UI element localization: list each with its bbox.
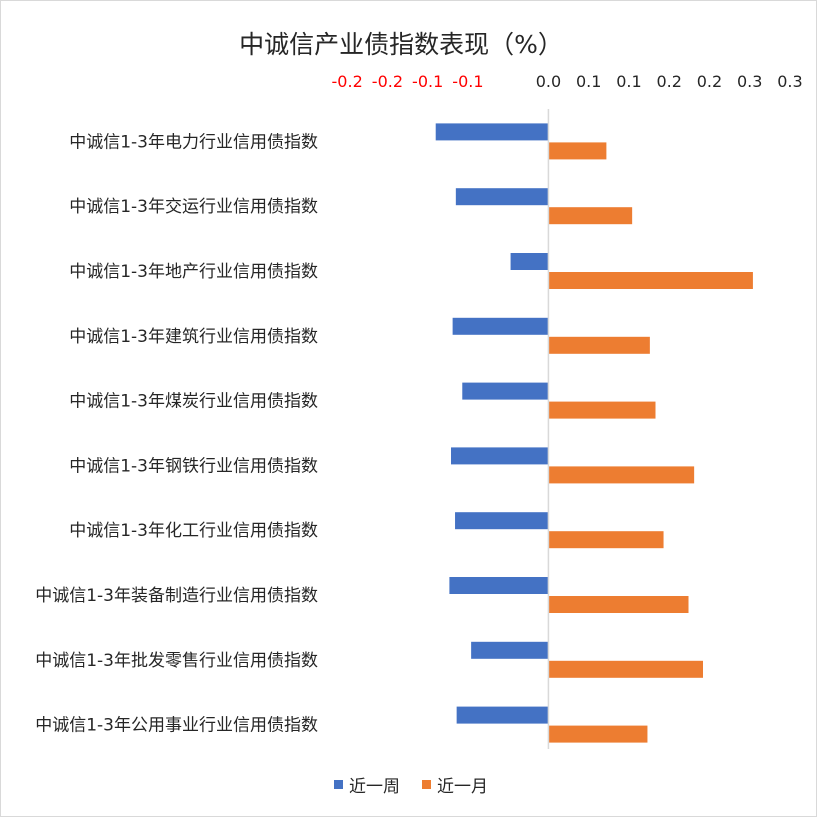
x-axis-ticks: -0.2 -0.2 -0.1 -0.1 0.0 0.1 0.1 0.2 0.2 0.3 0.3: [332, 72, 803, 91]
bar-week: [456, 706, 549, 724]
category-label: 中诚信1-3年电力行业信用债指数: [69, 132, 318, 152]
category-label: 中诚信1-3年钢铁行业信用债指数: [69, 456, 318, 476]
category-label: 中诚信1-3年煤炭行业信用债指数: [69, 392, 318, 412]
bar-month: [548, 336, 650, 354]
bar-month: [548, 596, 689, 613]
x-tick-label: 0.0: [536, 72, 561, 91]
x-tick-label: -0.1: [452, 72, 483, 91]
category-label: 中诚信1-3年公用事业行业信用债指数: [35, 716, 318, 736]
bar-month: [548, 207, 633, 225]
bar-week: [451, 447, 549, 465]
bar-month: [548, 466, 695, 484]
category-label: 中诚信1-3年化工行业信用债指数: [69, 521, 318, 541]
category-labels: 中诚信1-3年电力行业信用债指数中诚信1-3年交运行业信用债指数中诚信1-3年地…: [35, 132, 318, 735]
x-tick-label: -0.1: [412, 72, 443, 91]
bar-month: [548, 660, 703, 678]
bar-week: [452, 317, 549, 335]
bar-week: [455, 512, 549, 530]
bar-week: [462, 382, 549, 400]
legend-swatch: [422, 780, 431, 789]
bar-week: [510, 253, 549, 270]
category-label: 中诚信1-3年批发零售行业信用债指数: [35, 651, 318, 671]
x-tick-label: 0.2: [656, 72, 681, 91]
category-label: 中诚信1-3年地产行业信用债指数: [69, 262, 318, 282]
bar-month: [548, 272, 753, 289]
category-label: 中诚信1-3年建筑行业信用债指数: [69, 327, 318, 347]
bar-week: [455, 188, 549, 206]
legend-swatch: [334, 780, 343, 789]
legend-label: 近一周: [349, 777, 400, 797]
bar-month: [548, 401, 656, 419]
bar-month: [548, 725, 648, 743]
x-tick-label: 0.3: [737, 72, 762, 91]
bars: [435, 123, 753, 743]
x-tick-label: 0.1: [616, 72, 641, 91]
x-tick-label: 0.1: [576, 72, 601, 91]
category-label: 中诚信1-3年装备制造行业信用债指数: [35, 586, 318, 606]
bar-month: [548, 531, 664, 549]
bar-week: [435, 123, 549, 141]
chart-title: 中诚信产业债指数表现（%）: [239, 30, 563, 59]
category-label: 中诚信1-3年交运行业信用债指数: [69, 197, 318, 217]
legend-label: 近一月: [437, 777, 488, 797]
bar-month: [548, 142, 607, 160]
legend: 近一周 近一月: [334, 777, 488, 797]
bar-week: [471, 641, 549, 659]
x-tick-label: 0.3: [777, 72, 802, 91]
x-tick-label: -0.2: [372, 72, 403, 91]
bar-week: [449, 577, 549, 594]
x-tick-label: -0.2: [332, 72, 363, 91]
x-tick-label: 0.2: [697, 72, 722, 91]
